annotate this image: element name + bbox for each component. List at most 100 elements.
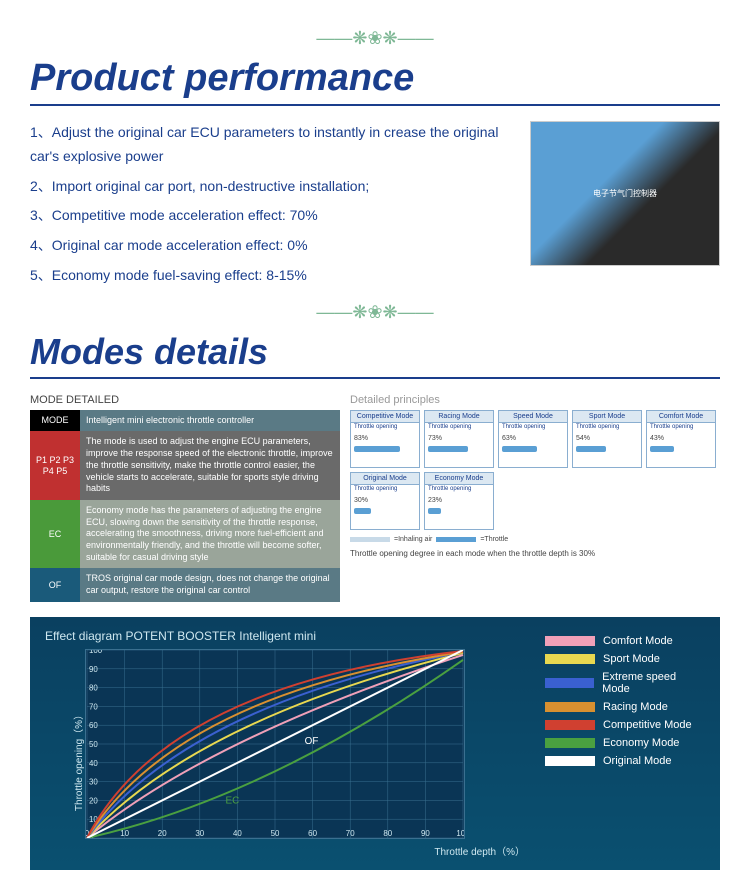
legend-label: Original Mode: [603, 755, 671, 767]
svg-text:90: 90: [421, 829, 430, 838]
ornament-divider: ——❋❀❋——: [30, 28, 720, 49]
chart-xlabel: Throttle depth（%）: [85, 843, 525, 858]
mode-label: OF: [30, 568, 80, 601]
legend-label: Economy Mode: [603, 737, 679, 749]
card-sub: Throttle opening: [647, 423, 715, 431]
principles-panel: Detailed principles Competitive ModeThro…: [350, 394, 720, 602]
principle-card: Original ModeThrottle opening 30%: [350, 472, 420, 530]
mode-table: MODE DETAILED MODEIntelligent mini elect…: [30, 394, 340, 602]
legend-label: Extreme speed Mode: [602, 671, 705, 695]
legend-inhale-bar: [350, 537, 390, 542]
legend-row: Economy Mode: [545, 737, 705, 749]
principle-card: Comfort ModeThrottle opening43%: [646, 410, 716, 468]
card-value: 23%: [428, 497, 442, 504]
svg-text:50: 50: [271, 829, 280, 838]
card-title: Economy Mode: [425, 473, 493, 485]
mode-table-header: MODE DETAILED: [30, 394, 340, 406]
svg-text:60: 60: [89, 721, 98, 730]
card-value: 54%: [576, 435, 590, 442]
principles-header: Detailed principles: [350, 394, 720, 406]
principle-card: Economy ModeThrottle opening 23%: [424, 472, 494, 530]
card-bar: [428, 446, 468, 452]
chart-section: Effect diagram POTENT BOOSTER Intelligen…: [30, 617, 720, 870]
svg-text:100: 100: [89, 650, 103, 655]
performance-item: 3、Competitive mode acceleration effect: …: [30, 204, 515, 228]
card-bar: [576, 446, 606, 452]
legend-swatch: [545, 636, 595, 646]
svg-text:30: 30: [195, 829, 204, 838]
product-image: 电子节气门控制器: [530, 121, 720, 266]
chart-legend: Comfort Mode Sport Mode Extreme speed Mode…: [545, 629, 705, 858]
ornament-divider: ——❋❀❋——: [30, 302, 720, 323]
card-sub: Throttle opening: [425, 423, 493, 431]
svg-text:70: 70: [89, 702, 98, 711]
card-value: 83%: [354, 435, 368, 442]
card-sub: Throttle opening: [499, 423, 567, 431]
svg-text:90: 90: [89, 664, 98, 673]
performance-item: 5、Economy mode fuel-saving effect: 8-15%: [30, 264, 515, 288]
performance-item: 4、Original car mode acceleration effect:…: [30, 234, 515, 258]
svg-text:80: 80: [89, 683, 98, 692]
svg-text:50: 50: [89, 740, 98, 749]
legend-label: Competitive Mode: [603, 719, 692, 731]
mode-row: OFTROS original car mode design, does no…: [30, 568, 340, 601]
legend-throttle-text: =Throttle: [480, 536, 508, 543]
principle-card: Competitive ModeThrottle opening 83%: [350, 410, 420, 468]
mode-label: MODE: [30, 410, 80, 432]
chart-title: Effect diagram POTENT BOOSTER Intelligen…: [45, 629, 525, 643]
card-title: Speed Mode: [499, 411, 567, 423]
mode-label: EC: [30, 500, 80, 568]
svg-text:100: 100: [456, 829, 464, 838]
svg-text:40: 40: [233, 829, 242, 838]
card-bar: [650, 446, 674, 452]
legend-swatch: [545, 702, 595, 712]
card-value: 73%: [428, 435, 442, 442]
performance-item: 2、Import original car port, non-destruct…: [30, 175, 515, 199]
card-value: 43%: [650, 435, 664, 442]
mode-row: ECEconomy mode has the parameters of adj…: [30, 500, 340, 568]
card-sub: Throttle opening: [573, 423, 641, 431]
legend-swatch: [545, 654, 595, 664]
card-bar: [354, 446, 400, 452]
card-title: Original Mode: [351, 473, 419, 485]
legend-throttle-bar: [436, 537, 476, 542]
card-title: Racing Mode: [425, 411, 493, 423]
legend-swatch: [545, 756, 595, 766]
svg-text:20: 20: [89, 796, 98, 805]
legend-swatch: [545, 678, 594, 688]
svg-text:80: 80: [383, 829, 392, 838]
mode-desc: TROS original car mode design, does not …: [80, 568, 340, 601]
performance-item: 1、Adjust the original car ECU parameters…: [30, 121, 515, 169]
card-value: 30%: [354, 497, 368, 504]
legend-label: Racing Mode: [603, 701, 668, 713]
mode-label: P1 P2 P3 P4 P5: [30, 431, 80, 499]
principle-card: Speed ModeThrottle opening 63%: [498, 410, 568, 468]
card-title: Sport Mode: [573, 411, 641, 423]
card-bar: [502, 446, 537, 452]
section-title-performance: Product performance: [30, 57, 720, 106]
legend-row: Comfort Mode: [545, 635, 705, 647]
svg-text:20: 20: [158, 829, 167, 838]
svg-text:60: 60: [308, 829, 317, 838]
svg-text:30: 30: [89, 777, 98, 786]
legend-swatch: [545, 738, 595, 748]
principles-note: Throttle opening degree in each mode whe…: [350, 549, 720, 558]
card-sub: Throttle opening: [425, 485, 493, 493]
card-sub: Throttle opening: [351, 423, 419, 431]
svg-text:EC: EC: [226, 795, 240, 806]
svg-text:70: 70: [346, 829, 355, 838]
card-value: 63%: [502, 435, 516, 442]
legend-label: Sport Mode: [603, 653, 660, 665]
svg-text:OF: OF: [305, 736, 319, 747]
card-title: Competitive Mode: [351, 411, 419, 423]
section-title-modes: Modes details: [30, 331, 720, 379]
legend-row: Extreme speed Mode: [545, 671, 705, 695]
card-sub: Throttle opening: [351, 485, 419, 493]
mode-desc: Economy mode has the parameters of adjus…: [80, 500, 340, 568]
legend-row: Competitive Mode: [545, 719, 705, 731]
mode-row: P1 P2 P3 P4 P5The mode is used to adjust…: [30, 431, 340, 499]
chart-ylabel: Throttle opening（%）: [70, 710, 85, 811]
legend-inhale-text: =Inhaling air: [394, 536, 432, 543]
mode-desc: The mode is used to adjust the engine EC…: [80, 431, 340, 499]
principle-card: Racing ModeThrottle opening 73%: [424, 410, 494, 468]
